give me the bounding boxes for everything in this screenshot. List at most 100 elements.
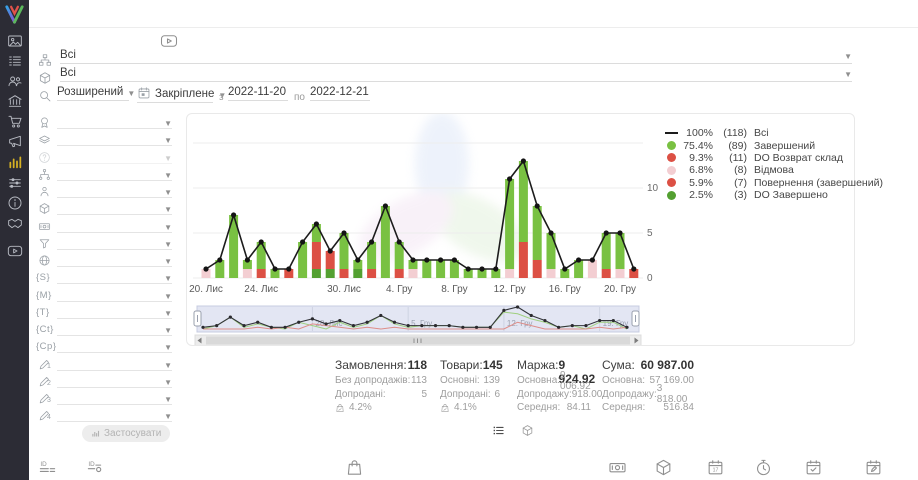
bar-segment[interactable] [353,269,363,278]
bar-segment[interactable] [256,242,266,269]
sidebar-item-handshake-icon[interactable] [7,215,23,231]
bar-segment[interactable] [629,269,639,278]
legend-item[interactable]: 100% (118) Всі [663,127,883,139]
bar-segment[interactable] [546,233,556,269]
banknote-icon[interactable] [608,458,627,477]
sidebar-item-sliders-icon[interactable] [7,175,23,191]
filter-select[interactable]: ▼ [57,288,172,302]
bar-segment[interactable] [229,215,239,278]
data-point[interactable] [562,266,568,272]
brand-logo-icon[interactable] [3,3,26,26]
filter-select[interactable]: ▼ [57,357,172,371]
date-from-input[interactable]: 2022-11-20 [228,86,288,101]
id-list-icon[interactable]: ID [38,458,57,477]
data-point[interactable] [203,266,209,272]
bar-segment[interactable] [339,233,349,269]
bar-segment[interactable] [601,233,611,269]
data-point[interactable] [507,176,513,182]
calendar-date-icon[interactable]: 17 [706,458,725,477]
data-point[interactable] [327,248,333,254]
calendar-check-icon[interactable] [804,458,823,477]
bar-segment[interactable] [505,269,515,278]
bar-segment[interactable] [242,269,252,278]
data-point[interactable] [341,230,347,236]
period-mode-select[interactable]: Закріплене ▼ [137,86,226,103]
bar-segment[interactable] [449,260,459,278]
bar-segment[interactable] [574,260,584,278]
bar-segment[interactable] [436,260,446,278]
filter-select[interactable]: ▼ [57,408,172,423]
sidebar-item-users-icon[interactable] [7,73,23,89]
bar-segment[interactable] [367,242,377,269]
bar-segment[interactable] [601,269,611,278]
data-point[interactable] [424,257,430,263]
bar-segment[interactable] [532,206,542,260]
product-select[interactable]: Всі ▼ [60,67,852,82]
scroll-right-icon[interactable] [634,337,639,344]
bar-segment[interactable] [408,269,418,278]
video-tutorial-icon[interactable] [156,32,182,50]
data-point[interactable] [313,221,319,227]
bar-segment[interactable] [380,206,390,278]
bar-segment[interactable] [518,242,528,260]
filter-select[interactable]: ▼ [57,132,172,147]
data-point[interactable] [603,230,609,236]
bar-segment[interactable] [367,269,377,278]
sidebar-item-cart-icon[interactable] [7,113,23,129]
filter-select[interactable]: ▼ [57,115,172,129]
filter-select[interactable]: ▼ [57,236,172,250]
bar-segment[interactable] [339,269,349,278]
data-point[interactable] [493,266,499,272]
data-point[interactable] [286,266,292,272]
bar-segment[interactable] [311,269,321,278]
data-point[interactable] [244,257,250,263]
filter-select[interactable]: ▼ [57,253,172,267]
cube-icon[interactable] [654,458,673,477]
bar-segment[interactable] [615,269,625,278]
legend-item[interactable]: 6.8% (8) Відмова [663,164,883,176]
sidebar-item-info-icon[interactable] [7,195,23,211]
bar-segment[interactable] [325,269,335,278]
legend-item[interactable]: 5.9% (7) Повернення (завершений) [663,177,883,189]
bar-segment[interactable] [587,260,597,278]
bar-segment[interactable] [546,269,556,278]
bar-segment[interactable] [615,233,625,269]
bar-segment[interactable] [201,269,211,278]
data-point[interactable] [217,257,223,263]
bar-segment[interactable] [298,242,308,278]
filter-select[interactable]: ▼ [57,167,172,181]
legend-item[interactable]: 2.5% (3) DO Завершено [663,189,883,201]
search-mode-select[interactable]: Розширений ▼ [57,86,135,101]
scroll-left-icon[interactable] [197,337,202,344]
data-point[interactable] [300,239,306,245]
data-point[interactable] [520,158,526,164]
data-point[interactable] [465,266,471,272]
data-point[interactable] [410,257,416,263]
sidebar-item-image-card-icon[interactable] [7,33,23,49]
bar-segment[interactable] [518,260,528,278]
bar-segment[interactable] [242,260,252,269]
data-point[interactable] [631,266,637,272]
data-point[interactable] [231,212,237,218]
filter-select[interactable]: ▼ [57,305,172,319]
data-point[interactable] [382,203,388,209]
data-point[interactable] [355,257,361,263]
stopwatch-icon[interactable] [754,458,773,477]
bar-segment[interactable] [270,269,280,278]
data-point[interactable] [438,257,444,263]
filter-select[interactable]: ▼ [57,184,172,198]
filter-select[interactable]: ▼ [57,219,172,233]
bar-segment[interactable] [422,260,432,278]
data-point[interactable] [576,257,582,263]
bar-segment[interactable] [256,269,266,278]
bar-segment[interactable] [284,269,294,278]
filter-select[interactable]: ▼ [57,270,172,285]
id-circle-icon[interactable]: ID [86,458,105,477]
bar-segment[interactable] [394,242,404,269]
bar-segment[interactable] [477,269,487,278]
data-point[interactable] [534,203,540,209]
sidebar-item-orders-list-icon[interactable] [7,53,23,69]
bar-segment[interactable] [532,269,542,278]
sidebar-item-megaphone-icon[interactable] [7,133,23,149]
bar-segment[interactable] [463,269,473,278]
